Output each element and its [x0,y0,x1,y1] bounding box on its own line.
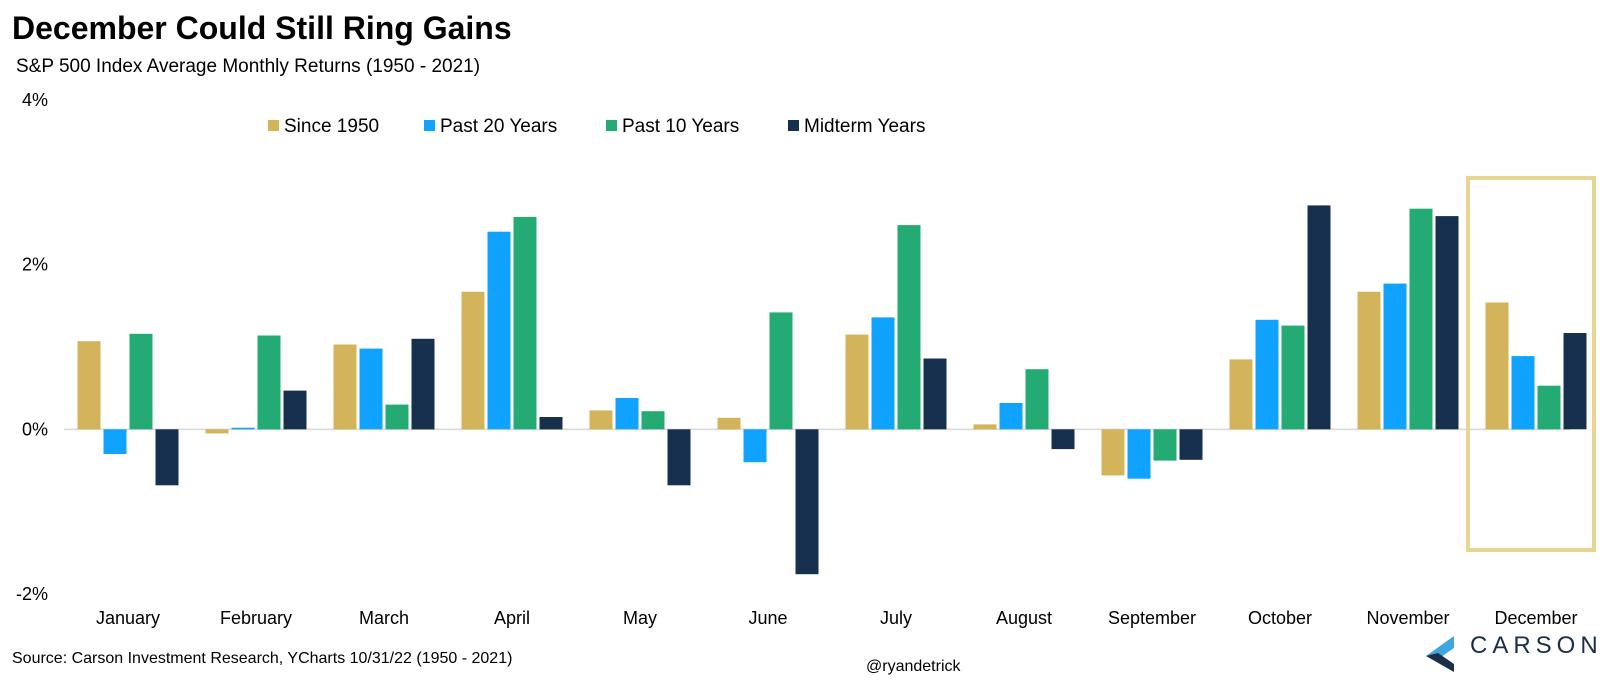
bar-march-past-20-years [359,348,383,430]
bars [77,205,1587,575]
bar-october-past-10-years [1281,325,1305,430]
x-tick-label: May [623,608,657,628]
bar-april-midterm-years [539,417,563,430]
carson-logo-icon [1426,636,1454,672]
bar-january-since-1950 [77,341,101,430]
legend-swatch [268,120,279,131]
bar-may-since-1950 [589,410,613,430]
legend-swatch [424,120,435,131]
legend-item-past-10-years: Past 10 Years [606,116,739,137]
bar-february-midterm-years [283,390,307,430]
bar-january-midterm-years [155,429,179,486]
bar-march-since-1950 [333,344,357,430]
legend: Since 1950 Past 20 Years Past 10 Years Midt… [268,116,925,137]
y-axis: -2% 0% 2% 4% [16,90,48,604]
bar-august-midterm-years [1051,429,1075,450]
x-tick-label: October [1248,608,1312,628]
bar-october-past-20-years [1255,319,1279,430]
source-note: Source: Carson Investment Research, YCha… [12,650,513,667]
bar-november-since-1950 [1357,291,1381,430]
bar-november-midterm-years [1435,216,1459,430]
chart-title: December Could Still Ring Gains [12,10,512,46]
y-tick-label: 0% [22,419,48,439]
legend-label: Past 10 Years [622,116,739,137]
bar-february-past-20-years [231,427,255,430]
bar-february-since-1950 [205,429,229,434]
bar-january-past-20-years [103,429,127,454]
chart-area: -2% 0% 2% 4% January February March April May Ju… [16,90,1596,628]
bar-march-past-10-years [385,404,409,430]
bar-may-past-20-years [615,398,639,430]
x-tick-label: June [748,608,787,628]
bar-july-past-10-years [897,225,921,430]
legend-item-since-1950: Since 1950 [268,116,379,137]
bar-september-midterm-years [1179,429,1203,460]
bar-may-midterm-years [667,429,691,486]
x-tick-label: July [880,608,912,628]
bar-august-past-10-years [1025,369,1049,430]
legend-swatch [788,120,799,131]
y-tick-label: 2% [22,255,48,275]
bar-june-since-1950 [717,417,741,430]
bar-december-past-20-years [1511,356,1535,430]
x-axis: January February March April May June July Augu… [96,608,1578,628]
legend-item-past-20-years: Past 20 Years [424,116,557,137]
bar-december-since-1950 [1485,302,1509,430]
bar-november-past-10-years [1409,208,1433,430]
bar-august-since-1950 [973,424,997,430]
bar-july-since-1950 [845,334,869,430]
x-tick-label: November [1366,608,1449,628]
x-tick-label: December [1494,608,1577,628]
legend-item-midterm-years: Midterm Years [788,116,925,137]
bar-july-midterm-years [923,358,947,430]
x-tick-label: February [220,608,292,628]
bar-september-past-10-years [1153,429,1177,461]
chart-subtitle: S&P 500 Index Average Monthly Returns (1… [16,56,481,77]
bar-december-past-10-years [1537,385,1561,430]
bar-april-past-10-years [513,216,537,430]
x-tick-label: March [359,608,409,628]
bar-january-past-10-years [129,333,153,430]
carson-logo: CARSON [1424,626,1604,672]
x-tick-label: April [494,608,530,628]
bar-june-past-20-years [743,429,767,463]
bar-june-past-10-years [769,312,793,430]
bar-august-past-20-years [999,403,1023,430]
legend-label: Midterm Years [804,116,925,137]
bar-may-past-10-years [641,411,665,430]
y-tick-label: 4% [22,90,48,110]
bar-september-past-20-years [1127,429,1151,479]
bar-april-since-1950 [461,291,485,430]
y-tick-label: -2% [16,584,48,604]
bar-december-midterm-years [1563,333,1587,430]
bar-october-since-1950 [1229,359,1253,430]
bar-june-midterm-years [795,429,819,575]
bar-april-past-20-years [487,231,511,430]
legend-label: Past 20 Years [440,116,557,137]
x-tick-label: September [1108,608,1196,628]
brand-name: CARSON [1470,632,1603,659]
bar-march-midterm-years [411,338,435,430]
x-tick-label: January [96,608,160,628]
bar-november-past-20-years [1383,283,1407,430]
bar-february-past-10-years [257,335,281,430]
bar-september-since-1950 [1101,429,1125,476]
december-highlight-box [1466,176,1596,552]
author-handle: @ryandetrick [866,658,961,675]
legend-label: Since 1950 [284,116,379,137]
bar-october-midterm-years [1307,205,1331,430]
bar-july-past-20-years [871,317,895,430]
x-tick-label: August [996,608,1052,628]
legend-swatch [606,120,617,131]
